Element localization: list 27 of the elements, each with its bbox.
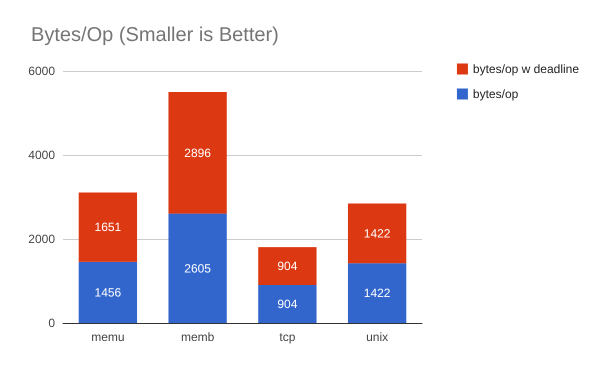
- x-tick-label: memu: [91, 330, 125, 344]
- data-label: 2896: [184, 146, 212, 160]
- data-label: 2605: [184, 261, 212, 276]
- y-tick-label: 2000: [28, 232, 56, 246]
- y-tick-label: 4000: [28, 148, 56, 162]
- data-label: 1422: [364, 226, 391, 240]
- bar: [348, 204, 406, 264]
- bar: [348, 263, 406, 323]
- legend-label: bytes/op: [472, 87, 519, 101]
- bar: [258, 247, 317, 286]
- data-label: 904: [277, 259, 298, 274]
- data-label: 1456: [94, 285, 122, 300]
- x-tick-label: tcp: [279, 330, 296, 344]
- bar: [168, 92, 227, 214]
- legend-label: bytes/op w deadline: [472, 62, 580, 76]
- y-tick-label: 0: [48, 316, 56, 330]
- bar: [78, 262, 138, 323]
- data-label: 1422: [364, 286, 391, 300]
- y-tick-label: 6000: [28, 64, 56, 78]
- x-tick-label: unix: [366, 330, 388, 344]
- bar: [78, 192, 138, 262]
- x-tick-label: memb: [180, 330, 215, 344]
- bar: [168, 214, 227, 323]
- chart-title: Bytes/Op (Smaller is Better): [31, 24, 279, 46]
- data-label: 1651: [94, 220, 122, 234]
- bar: [258, 285, 317, 323]
- data-label: 904: [277, 297, 298, 312]
